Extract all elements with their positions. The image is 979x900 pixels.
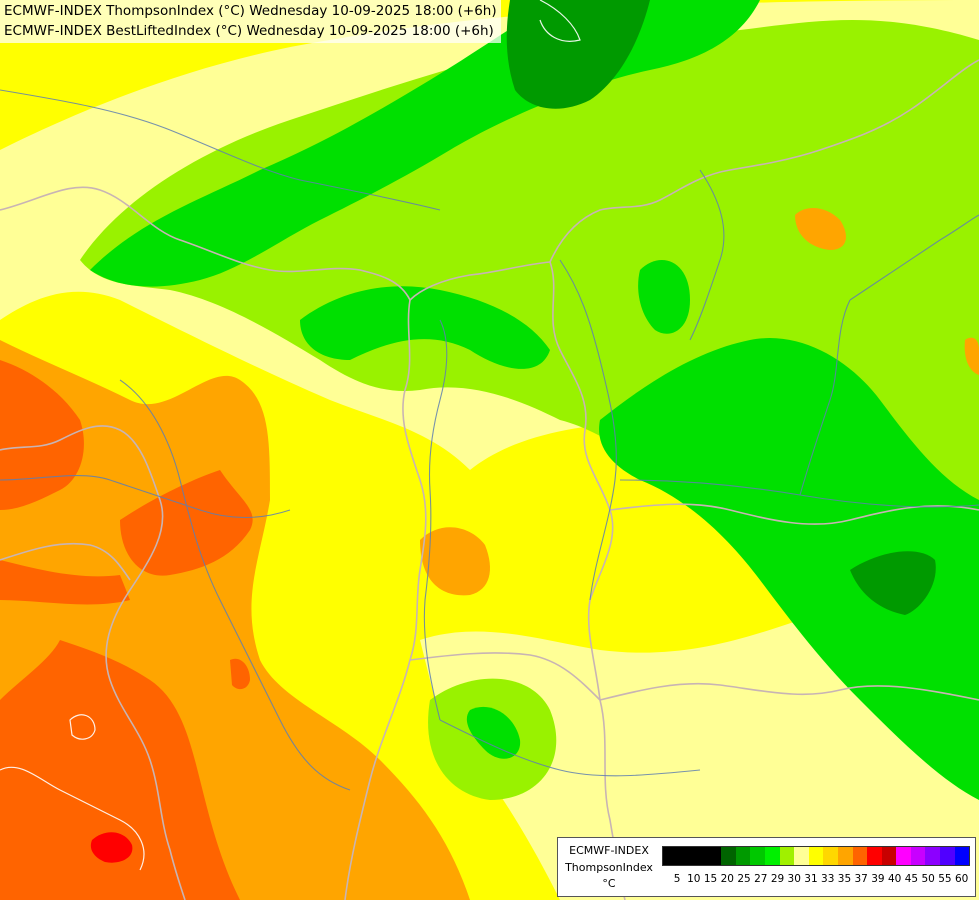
dark-orange-region-west: [0, 360, 84, 510]
legend-swatch: [692, 847, 707, 865]
legend-tick-label: 39: [871, 873, 885, 885]
legend-swatch: [867, 847, 882, 865]
legend-swatch: [794, 847, 809, 865]
legend-tick-label: 60: [954, 873, 969, 885]
green-region-east: [599, 338, 979, 800]
orange-patch-center: [420, 527, 490, 596]
green-patch-south: [466, 706, 521, 759]
legend-tick-label: 45: [904, 873, 919, 885]
dark-green-region-east: [850, 551, 936, 615]
legend-swatch: [750, 847, 766, 865]
legend-tick-label: 35: [837, 873, 852, 885]
legend-tick-label: 5: [673, 873, 681, 885]
legend-swatch: [881, 847, 897, 865]
legend-tick-label: 27: [754, 873, 768, 885]
legend-model-label: ECMWF-INDEX: [569, 844, 649, 857]
legend-swatch: [896, 847, 911, 865]
legend-swatch: [837, 847, 853, 865]
legend-swatch: [808, 847, 824, 865]
legend-tick-label: 29: [770, 873, 785, 885]
legend-tick-label: 31: [804, 873, 818, 885]
dark-orange-patch: [230, 658, 250, 690]
green-region-center: [300, 286, 550, 369]
legend-tick-label: 25: [737, 873, 751, 885]
map-title-bestlifted: ECMWF-INDEX BestLiftedIndex (°C) Wednesd…: [4, 23, 494, 39]
legend-swatch: [954, 847, 970, 865]
legend-tick-label: 33: [821, 873, 835, 885]
legend-tick-label: 30: [787, 873, 801, 885]
legend-tick-label: 15: [703, 873, 718, 885]
legend-parameter-label: ThompsonIndex: [565, 861, 653, 874]
legend-tick-label: 20: [720, 873, 734, 885]
legend-swatch: [939, 847, 955, 865]
legend-ticks: 5 10 15 20 25 27 29 30 31 33 35 37 39 40 45 50 55 60: [662, 873, 970, 887]
dark-green-region-north: [506, 0, 650, 109]
legend-swatch: [925, 847, 940, 865]
legend-swatch: [910, 847, 926, 865]
legend-swatch: [765, 847, 780, 865]
legend-swatch: [721, 847, 736, 865]
red-patch: [90, 832, 133, 863]
legend-tick-label: 10: [687, 873, 701, 885]
map-title-thompson: ECMWF-INDEX ThompsonIndex (°C) Wednesday…: [4, 3, 497, 19]
orange-patch-far-east: [964, 337, 979, 375]
legend-swatch: [677, 847, 693, 865]
dark-orange-band: [0, 560, 130, 605]
rivers: [0, 89, 979, 791]
legend-tick-label: 40: [887, 873, 902, 885]
legend-swatch: [852, 847, 868, 865]
legend-swatch: [735, 847, 751, 865]
orange-patch-east: [795, 208, 846, 250]
map-title-box: ECMWF-INDEX ThompsonIndex (°C) Wednesday…: [0, 0, 501, 43]
legend-tick-label: 55: [938, 873, 952, 885]
legend-swatch: [779, 847, 795, 865]
legend-swatch: [663, 847, 678, 865]
legend-tick-label: 37: [854, 873, 868, 885]
legend-swatch: [706, 847, 722, 865]
legend-tick-label: 50: [921, 873, 935, 885]
color-legend: ECMWF-INDEX ThompsonIndex °C 5 10 15 20 25 27…: [557, 837, 976, 897]
lifted-index-contours: [0, 0, 581, 871]
dark-orange-region-south: [0, 640, 240, 900]
legend-unit-label: °C: [602, 877, 616, 890]
legend-swatch: [823, 847, 838, 865]
green-patch-east: [638, 260, 690, 334]
dark-orange-region-mid: [120, 470, 253, 576]
legend-color-bar: [662, 846, 970, 866]
